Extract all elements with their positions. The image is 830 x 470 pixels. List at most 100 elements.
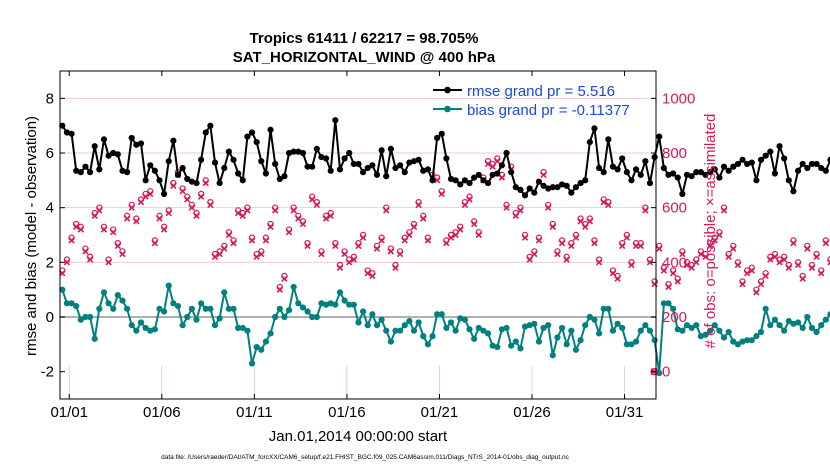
obs-possible-marker (230, 237, 237, 244)
obs-possible-marker (322, 212, 330, 220)
obs-assimilated-stroke (827, 259, 830, 264)
obs-possible-marker (299, 218, 307, 225)
obs-possible-marker (165, 207, 172, 214)
bias-marker (609, 327, 617, 334)
obs-possible-marker (651, 278, 658, 285)
bias-marker (716, 327, 723, 334)
bias-marker (304, 308, 311, 315)
rmse-marker (531, 189, 538, 196)
series-layer (59, 117, 830, 377)
obs-possible-marker (693, 256, 700, 263)
rmse-marker (790, 188, 797, 195)
obs-possible-marker (216, 248, 223, 255)
rmse-marker (660, 164, 667, 172)
obs-possible-marker (424, 234, 432, 241)
rmse-marker (549, 184, 556, 191)
rmse-marker (299, 149, 307, 157)
rmse-marker (762, 152, 769, 159)
bias-marker (276, 305, 283, 312)
rmse-marker (147, 162, 154, 169)
bias-marker (429, 333, 436, 340)
bias-marker (202, 305, 209, 312)
obs-possible-marker (378, 234, 385, 241)
obs-possible-marker (114, 239, 122, 247)
obs-possible-marker (558, 237, 566, 244)
obs-possible-marker (605, 198, 612, 206)
obs-possible-marker (313, 198, 321, 206)
obs-possible-marker (762, 270, 769, 277)
rmse-marker (207, 122, 214, 129)
bias-marker (105, 300, 112, 307)
bias-marker (693, 322, 700, 329)
obs-possible-marker (211, 250, 219, 258)
chart-title: Tropics 61411 / 62217 = 98.705% (250, 30, 479, 47)
bias-marker (757, 328, 765, 336)
rmse-marker (304, 163, 311, 170)
bias-marker (785, 318, 792, 325)
bias-marker (272, 313, 279, 321)
obs-possible-marker (202, 177, 209, 184)
bias-marker (503, 324, 510, 332)
obs-possible-marker (179, 185, 186, 192)
obs-possible-marker (410, 220, 418, 228)
obs-possible-marker (586, 215, 594, 222)
obs-possible-marker (184, 193, 191, 200)
rmse-marker (341, 155, 348, 162)
plot-frame (59, 70, 657, 400)
rmse-marker (96, 166, 103, 173)
obs-possible-marker (72, 220, 80, 228)
bias-marker (142, 324, 149, 332)
bias-marker (725, 328, 732, 336)
obs-possible-marker (396, 248, 404, 255)
obs-possible-marker (308, 193, 316, 200)
obs-possible-marker (582, 220, 589, 228)
rmse-marker (670, 170, 677, 177)
grid-layer (60, 97, 656, 399)
rmse-marker (332, 117, 339, 124)
bias-marker (119, 297, 126, 304)
obs-possible-marker (577, 215, 584, 222)
rmse-marker (804, 164, 811, 172)
obs-possible-marker (373, 242, 381, 250)
rmse-marker (498, 162, 506, 169)
y-tick-label-right: 0 (662, 364, 670, 381)
rmse-marker (508, 169, 515, 176)
obs-possible-marker (785, 261, 793, 269)
rmse-marker (563, 182, 570, 189)
bias-marker (771, 316, 779, 323)
bias-marker (253, 343, 260, 351)
bias-marker (332, 301, 339, 308)
y-axis-label-left: rmse and bias (model - observation) (23, 116, 40, 356)
rmse-marker (818, 164, 825, 172)
rmse-marker (397, 162, 404, 169)
bias-marker (383, 327, 390, 334)
rmse-marker (512, 184, 519, 191)
bias-marker (151, 326, 158, 333)
bias-marker (734, 341, 742, 348)
bias-marker (96, 305, 103, 312)
rmse-marker (429, 177, 436, 184)
bias-marker (452, 327, 459, 334)
obs-possible-marker (531, 248, 538, 255)
rmse-marker (614, 166, 621, 173)
bias-marker (670, 305, 677, 312)
bias-marker (535, 338, 543, 345)
obs-possible-marker (470, 218, 478, 225)
rmse-marker (387, 145, 394, 152)
obs-possible-marker (457, 223, 464, 230)
bias-marker (230, 305, 237, 312)
rmse-marker (540, 182, 547, 189)
bias-marker (193, 316, 200, 323)
bias-marker (586, 313, 593, 321)
rmse-marker (276, 175, 283, 183)
rmse-marker (100, 136, 108, 143)
obs-possible-marker (716, 229, 723, 236)
x-tick-label: 01/11 (236, 404, 272, 421)
y-tick-label-right: 800 (662, 145, 687, 162)
obs-possible-marker (225, 229, 233, 236)
bias-marker (281, 313, 288, 321)
bias-marker (73, 302, 80, 310)
rmse-marker (813, 160, 820, 168)
rmse-marker (184, 175, 191, 183)
rmse-marker (693, 169, 700, 176)
